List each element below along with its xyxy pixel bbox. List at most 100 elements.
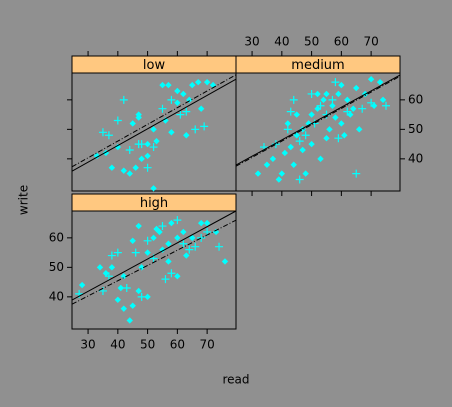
point: [150, 126, 157, 133]
point: [317, 155, 324, 163]
point: [183, 252, 190, 259]
point: [290, 161, 297, 168]
point: [113, 248, 122, 257]
point: [379, 96, 387, 104]
panel: [235, 72, 401, 192]
regression-line: [235, 74, 401, 166]
point: [376, 78, 384, 86]
point: [334, 134, 343, 143]
point: [344, 96, 351, 104]
point: [167, 269, 176, 278]
point: [191, 242, 200, 251]
point: [197, 233, 206, 242]
point: [144, 140, 151, 148]
point: [180, 90, 187, 98]
point: [287, 143, 294, 151]
strip-label: high: [140, 196, 168, 211]
point: [144, 293, 151, 301]
regression-line: [71, 74, 237, 168]
point: [314, 90, 321, 98]
y-tick-label: 50: [49, 260, 64, 274]
y-tick-label: 60: [408, 92, 423, 106]
point: [174, 87, 181, 95]
point: [183, 132, 190, 139]
point: [308, 111, 315, 118]
point: [307, 89, 316, 98]
point: [159, 81, 166, 89]
point: [367, 98, 376, 107]
strip-label: low: [143, 58, 166, 73]
point: [352, 169, 361, 178]
point: [323, 90, 330, 98]
point: [180, 228, 187, 236]
point: [299, 146, 306, 154]
point: [284, 120, 291, 127]
point: [158, 222, 167, 231]
point: [165, 240, 172, 247]
point: [314, 105, 321, 112]
point: [113, 116, 122, 125]
point: [278, 170, 286, 177]
point: [212, 228, 220, 236]
point: [96, 264, 104, 271]
x-tick-label: 50: [304, 35, 319, 49]
point: [197, 105, 205, 112]
point: [301, 131, 310, 140]
regression-line: [235, 75, 401, 167]
point: [286, 107, 295, 116]
point: [341, 132, 348, 139]
point: [329, 102, 336, 109]
point: [117, 284, 125, 292]
point: [347, 111, 354, 118]
regression-line: [71, 219, 237, 305]
point: [131, 248, 140, 257]
point: [335, 90, 342, 98]
point: [293, 111, 300, 118]
point: [353, 84, 360, 92]
point: [295, 137, 304, 146]
point: [200, 122, 209, 131]
point: [114, 296, 122, 303]
point: [120, 305, 127, 312]
point: [350, 105, 357, 112]
point: [78, 281, 86, 289]
point: [162, 117, 169, 124]
point: [295, 175, 304, 184]
point: [189, 234, 196, 242]
point: [302, 170, 309, 177]
point: [165, 81, 172, 89]
point: [102, 270, 110, 277]
point: [173, 216, 182, 225]
point: [358, 104, 367, 113]
point: [254, 170, 262, 177]
point: [203, 78, 211, 86]
point: [323, 134, 330, 142]
regression-line: [71, 78, 237, 172]
point: [137, 140, 146, 149]
point: [174, 99, 181, 106]
point: [269, 155, 277, 163]
x-tick-label: 70: [363, 35, 378, 49]
point: [331, 78, 340, 87]
point: [165, 258, 172, 265]
x-tick-label: 30: [244, 35, 259, 49]
point: [370, 102, 378, 109]
point: [308, 140, 315, 148]
point: [138, 264, 145, 271]
point: [156, 228, 163, 236]
x-tick-label: 70: [199, 338, 214, 352]
point: [129, 237, 136, 244]
point: [143, 236, 152, 245]
x-tick-label: 40: [110, 338, 125, 352]
point: [120, 272, 127, 280]
point: [320, 96, 327, 104]
y-axis-label: write: [17, 185, 31, 215]
point: [153, 137, 160, 145]
point: [93, 152, 101, 160]
y-tick-label: 50: [408, 122, 423, 136]
x-tick-label: 40: [274, 35, 289, 49]
point: [281, 149, 289, 157]
point: [326, 126, 333, 133]
point: [189, 81, 196, 89]
